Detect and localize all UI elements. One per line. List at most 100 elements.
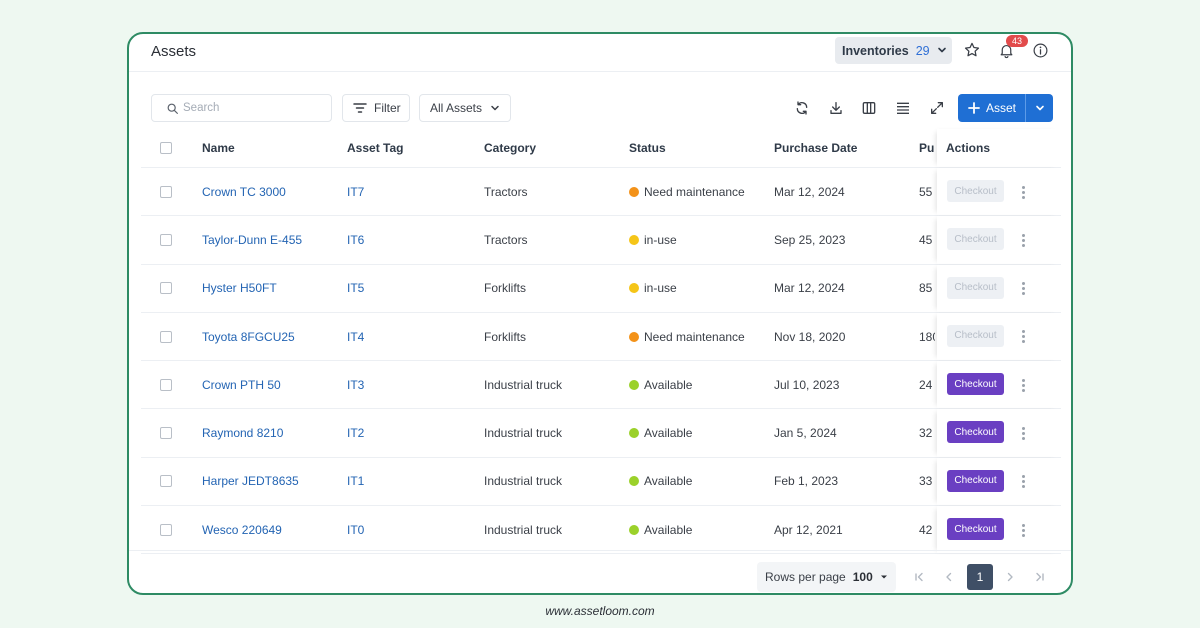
first-page-button[interactable] <box>908 566 930 588</box>
row-checkbox[interactable] <box>160 427 172 440</box>
select-all-checkbox[interactable] <box>160 142 172 154</box>
info-button[interactable] <box>1029 39 1051 61</box>
row-checkbox[interactable] <box>160 282 172 295</box>
checkout-button[interactable]: Checkout <box>947 421 1004 444</box>
table-body: Crown TC 3000 IT7 Tractors Need maintenance… <box>141 168 1061 555</box>
checkout-button[interactable]: Checkout <box>947 324 1004 347</box>
col-name[interactable]: Name <box>202 141 235 155</box>
add-asset-button[interactable]: Asset <box>958 94 1053 122</box>
rows-per-page-value: 100 <box>852 570 873 584</box>
view-select[interactable]: All Assets <box>419 94 511 122</box>
add-asset-dropdown[interactable] <box>1026 94 1053 122</box>
checkout-button[interactable]: Checkout <box>947 373 1004 396</box>
view-select-value: All Assets <box>430 101 483 115</box>
asset-name-link[interactable]: Crown TC 3000 <box>202 184 286 199</box>
filter-icon <box>353 103 367 113</box>
table-row[interactable]: Harper JEDT8635 IT1 Industrial truck Availa… <box>141 457 1061 507</box>
next-page-button[interactable] <box>999 566 1021 588</box>
col-purchase-date[interactable]: Purchase Date <box>774 141 858 155</box>
search-box[interactable] <box>151 94 332 122</box>
col-status[interactable]: Status <box>629 141 666 155</box>
row-menu-button[interactable] <box>1017 375 1029 395</box>
assets-panel: Assets Inventories 29 43 Filter All Asse… <box>127 32 1073 595</box>
asset-tag-link[interactable]: IT2 <box>347 426 365 441</box>
kebab-dot <box>1021 480 1025 484</box>
row-menu-button[interactable] <box>1017 230 1029 250</box>
checkout-button[interactable]: Checkout <box>947 180 1004 202</box>
asset-name-link[interactable]: Hyster H50FT <box>202 281 277 296</box>
download-button[interactable] <box>825 97 847 119</box>
checkout-button[interactable]: Checkout <box>947 518 1004 541</box>
row-checkbox[interactable] <box>160 378 172 391</box>
purchase-price: 180 <box>919 329 935 344</box>
inventories-label: Inventories <box>842 43 909 58</box>
download-icon <box>830 102 842 114</box>
asset-name-link[interactable]: Taylor-Dunn E-455 <box>202 232 303 247</box>
row-checkbox[interactable] <box>160 233 172 246</box>
row-checkbox-cell <box>160 265 172 312</box>
refresh-button[interactable] <box>791 97 813 119</box>
col-asset-tag[interactable]: Asset Tag <box>347 141 404 155</box>
table-row[interactable]: Raymond 8210 IT2 Industrial truck Available… <box>141 409 1061 458</box>
header-checkbox-cell <box>160 129 172 167</box>
row-checkbox[interactable] <box>160 330 172 343</box>
row-menu-button[interactable] <box>1017 327 1029 347</box>
asset-name-link[interactable]: Wesco 220649 <box>202 522 282 537</box>
checkout-button[interactable]: Checkout <box>947 276 1004 299</box>
asset-tag-link[interactable]: IT3 <box>347 377 365 392</box>
favorite-button[interactable] <box>961 39 983 61</box>
density-button[interactable] <box>892 97 914 119</box>
purchase-price: 42 <box>919 522 933 537</box>
purchase-price: 33 <box>919 474 933 489</box>
add-asset-main[interactable]: Asset <box>958 94 1026 122</box>
fullscreen-button[interactable] <box>926 97 948 119</box>
row-menu-button[interactable] <box>1017 279 1029 299</box>
asset-tag-link[interactable]: IT5 <box>347 281 365 296</box>
inventories-select[interactable]: Inventories 29 <box>835 37 952 64</box>
table-row[interactable]: Crown PTH 50 IT3 Industrial truck Available… <box>141 361 1061 410</box>
columns-icon <box>862 102 876 114</box>
status-dot <box>629 524 639 535</box>
asset-tag-link[interactable]: IT6 <box>347 232 365 247</box>
row-menu-button[interactable] <box>1017 423 1029 443</box>
col-category[interactable]: Category <box>484 141 537 155</box>
filter-button[interactable]: Filter <box>342 94 410 122</box>
kebab-dot <box>1021 190 1025 194</box>
checkout-button[interactable]: Checkout <box>947 469 1004 492</box>
table-row[interactable]: Hyster H50FT IT5 Forklifts in-use Mar 12, 20… <box>141 264 1061 313</box>
asset-tag-link[interactable]: IT4 <box>347 329 365 344</box>
asset-category: Industrial truck <box>484 426 563 441</box>
asset-name-link[interactable]: Crown PTH 50 <box>202 377 281 392</box>
table-row[interactable]: Crown TC 3000 IT7 Tractors Need maintenance… <box>141 168 1061 217</box>
status-text: Need maintenance <box>644 329 745 344</box>
table-row[interactable]: Toyota 8FGCU25 IT4 Forklifts Need maintenan… <box>141 312 1061 362</box>
row-menu-button[interactable] <box>1017 520 1029 540</box>
table-row[interactable]: Taylor-Dunn E-455 IT6 Tractors in-use Sep 25… <box>141 216 1061 265</box>
asset-category: Forklifts <box>484 329 526 344</box>
asset-name-link[interactable]: Toyota 8FGCU25 <box>202 329 295 344</box>
asset-tag-link[interactable]: IT1 <box>347 474 365 489</box>
asset-tag-link[interactable]: IT7 <box>347 184 365 199</box>
search-input[interactable] <box>183 102 323 114</box>
columns-button[interactable] <box>858 97 880 119</box>
asset-status: Available <box>629 409 692 456</box>
last-page-button[interactable] <box>1029 566 1051 588</box>
row-checkbox[interactable] <box>160 523 172 536</box>
col-purchase-price[interactable]: Pu <box>919 141 935 155</box>
row-checkbox[interactable] <box>160 185 172 198</box>
asset-name-link[interactable]: Raymond 8210 <box>202 426 284 441</box>
row-checkbox[interactable] <box>160 475 172 488</box>
asset-name-link[interactable]: Harper JEDT8635 <box>202 474 299 489</box>
row-menu-button[interactable] <box>1017 472 1029 492</box>
table-row[interactable]: Wesco 220649 IT0 Industrial truck Available… <box>141 506 1061 555</box>
row-menu-button[interactable] <box>1017 182 1029 202</box>
previous-page-button[interactable] <box>938 566 960 588</box>
checkout-button[interactable]: Checkout <box>947 228 1004 251</box>
asset-tag-link[interactable]: IT0 <box>347 522 365 537</box>
kebab-dot <box>1021 528 1025 532</box>
kebab-dot <box>1021 383 1025 387</box>
page-1-button[interactable]: 1 <box>967 564 993 590</box>
rows-per-page-select[interactable]: Rows per page 100 <box>757 562 896 592</box>
status-text: in-use <box>644 281 677 296</box>
col-actions: Actions <box>946 141 991 155</box>
